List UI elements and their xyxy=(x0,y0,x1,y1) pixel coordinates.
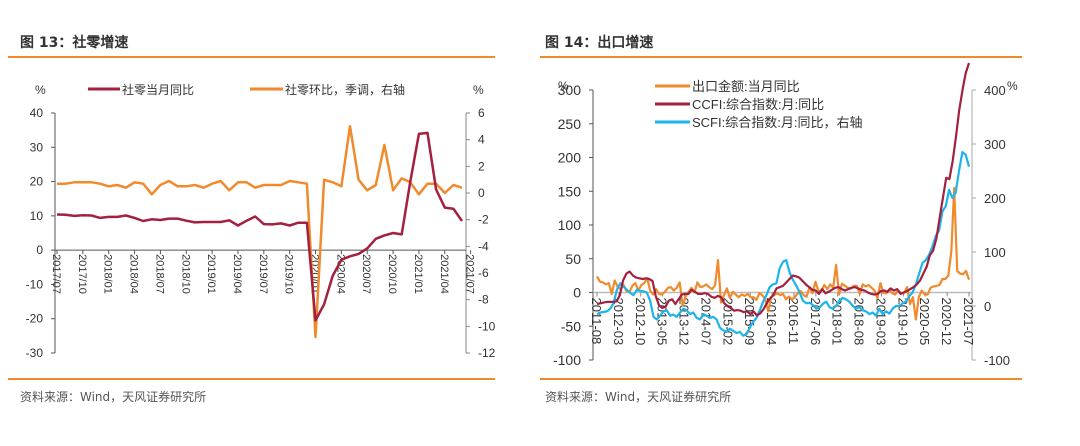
right-chart-right-tick-label: 200 xyxy=(984,191,1006,206)
right-chart-x-tick-label: 2021-07 xyxy=(961,298,976,346)
left-chart-x-tick-label: 2021/01 xyxy=(412,254,424,294)
right-chart-x-tick-label: 2011-08 xyxy=(589,298,604,345)
figure-14-title: 图 14：出口增速 xyxy=(545,35,654,51)
left-chart-right-tick-label: -10 xyxy=(478,319,496,333)
right-chart-left-unit: % xyxy=(558,79,569,93)
right-chart-x-tick-label: 2020-05 xyxy=(917,298,932,346)
left-chart-x-tick-label: 2018/07 xyxy=(153,254,165,294)
right-chart-left-tick-label: 0 xyxy=(573,285,581,301)
right-chart-right-tick-label: 300 xyxy=(984,137,1006,152)
left-chart-right-tick-label: 2 xyxy=(478,159,485,173)
left-chart-x-tick-label: 2021/04 xyxy=(438,254,450,294)
right-chart-left-tick-label: 250 xyxy=(558,116,582,132)
left-chart-x-tick-label: 2019/01 xyxy=(205,254,217,294)
right-chart-left-tick-label: 150 xyxy=(558,183,582,199)
left-chart-x-tick-label: 2020/04 xyxy=(334,254,346,294)
left-chart-right-tick-label: -2 xyxy=(478,213,489,227)
right-chart-right-tick-label: 0 xyxy=(984,299,991,314)
right-chart-x-tick-label: 2017-06 xyxy=(808,298,823,346)
right-chart-right-tick-label: 400 xyxy=(984,83,1006,98)
right-chart-right-tick-label: -100 xyxy=(984,353,1010,368)
legend-label-retail-mom: 社零环比，季调，右轴 xyxy=(285,82,405,97)
right-chart-x-tick-label: 2018-08 xyxy=(852,298,867,346)
left-chart-left-tick-label: 10 xyxy=(30,209,44,223)
right-chart-left-tick-label: 300 xyxy=(558,82,582,98)
right-chart-left-tick-label: 100 xyxy=(558,217,582,233)
figure-13-bottom-rule xyxy=(8,378,495,380)
series-line-ccfi-yoy xyxy=(596,62,971,317)
left-chart-x-tick-label: 2017/10 xyxy=(76,254,88,294)
left-chart-legend: 社零当月同比 社零环比，季调，右轴 xyxy=(88,82,405,97)
right-chart-x-tick-label: 2014-07 xyxy=(698,298,713,346)
right-chart-x-tick-label: 2013-12 xyxy=(677,298,692,346)
left-chart-right-tick-label: -4 xyxy=(478,239,489,253)
left-chart-left-tick-label: 30 xyxy=(30,140,44,154)
right-chart-x-tick-label: 2012-03 xyxy=(611,298,626,346)
figure-13-title: 图 13：社零增速 xyxy=(20,35,129,51)
right-chart-x-tick-label: 2013-05 xyxy=(655,298,670,346)
right-chart-legend: 出口金额:当月同比 CCFI:综合指数:月:同比 SCFI:综合指数:月:同比，… xyxy=(655,79,862,130)
left-chart-x-tick-label: 2018/10 xyxy=(179,254,191,294)
left-chart-left-tick-label: 20 xyxy=(30,175,44,189)
left-chart-x-tick-label: 2020/07 xyxy=(360,254,372,294)
left-chart-right-tick-label: -6 xyxy=(478,266,489,280)
right-chart-x-tick-label: 2012-10 xyxy=(633,298,648,346)
left-chart-right-tick-label: -8 xyxy=(478,293,489,307)
left-chart-x-tick-label: 2017/07 xyxy=(50,254,62,294)
series-line-scfi-yoy xyxy=(596,151,971,337)
left-chart-left-tick-label: -10 xyxy=(26,277,44,291)
left-chart-right-tick-label: 4 xyxy=(478,133,485,147)
right-chart-x-tick-label: 2019-10 xyxy=(895,298,910,346)
figure-14-bottom-rule xyxy=(540,378,1022,380)
left-chart-left-tick-label: 40 xyxy=(30,106,44,120)
legend-label-export-yoy: 出口金额:当月同比 xyxy=(692,79,800,94)
left-chart-right-tick-label: 6 xyxy=(478,106,485,120)
figure-14-top-rule xyxy=(540,56,1022,58)
left-chart-x-tick-label: 2018/04 xyxy=(128,254,140,294)
figure-13-top-rule xyxy=(8,56,495,58)
right-chart-x-tick-label: 2016-11 xyxy=(786,298,801,345)
legend-label-ccfi-yoy: CCFI:综合指数:月:同比 xyxy=(692,97,824,112)
left-chart-right-tick-label: 0 xyxy=(478,186,485,200)
left-chart-x-tick-label: 2021/07 xyxy=(464,254,476,294)
left-chart-x-tick-label: 2018/01 xyxy=(102,254,114,294)
figure-13-source: 资料来源：Wind，天风证券研究所 xyxy=(20,390,207,404)
right-chart-right-tick-label: 100 xyxy=(984,245,1006,260)
left-chart-left-tick-label: 0 xyxy=(36,243,43,257)
left-chart-left-unit: % xyxy=(35,83,46,97)
left-chart-left-tick-label: -20 xyxy=(26,312,44,326)
right-chart-right-unit: % xyxy=(1007,79,1018,93)
right-chart-x-tick-label: 2020-12 xyxy=(939,298,954,346)
right-chart-left-tick-label: -100 xyxy=(553,352,581,368)
series-line-retail-yoy xyxy=(56,131,464,322)
left-chart-x-tick-label: 2019/07 xyxy=(257,254,269,294)
figure-14-source: 资料来源：Wind，天风证券研究所 xyxy=(545,390,732,404)
series-line-export-yoy xyxy=(596,186,971,321)
right-chart-left-tick-label: 200 xyxy=(558,150,582,166)
left-chart-left-tick-label: -30 xyxy=(26,346,44,360)
left-chart-right-unit: % xyxy=(473,83,484,97)
left-chart-x-tick-label: 2019/10 xyxy=(283,254,295,294)
right-chart-x-tick-label: 2019-03 xyxy=(873,298,888,346)
legend-label-scfi-yoy: SCFI:综合指数:月:同比，右轴 xyxy=(692,115,862,130)
legend-label-retail-yoy: 社零当月同比 xyxy=(122,82,194,97)
left-chart-x-tick-label: 2020/10 xyxy=(386,254,398,294)
right-chart-left-tick-label: -50 xyxy=(561,318,581,334)
right-chart-left-tick-label: 50 xyxy=(565,251,581,267)
right-chart-x-tick-label: 2015-02 xyxy=(720,298,735,346)
left-chart-right-tick-label: -12 xyxy=(478,346,496,360)
series-line-retail-mom xyxy=(57,125,463,339)
left-chart-x-tick-label: 2019/04 xyxy=(231,254,243,294)
